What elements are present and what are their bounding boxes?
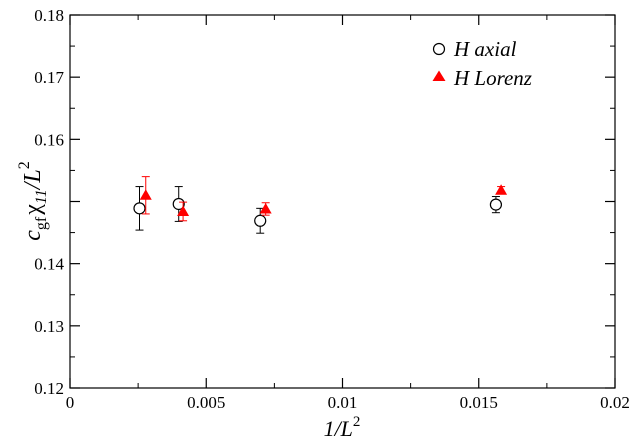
y-label-chi: χ bbox=[20, 204, 46, 216]
legend-label-h-lorenz: H Lorenz bbox=[453, 66, 532, 90]
y-label-sub-11: 11 bbox=[33, 189, 50, 204]
y-label-sub-gf: gf bbox=[33, 216, 50, 230]
y-tick-label: 0.13 bbox=[34, 317, 64, 336]
y-tick-label: 0.14 bbox=[34, 255, 64, 274]
marker-triangle bbox=[139, 189, 152, 200]
data-point-h-lorenz bbox=[139, 176, 152, 215]
y-tick-label: 0.16 bbox=[34, 130, 64, 149]
axis-ticks bbox=[69, 14, 616, 389]
x-label-sup-2: 2 bbox=[353, 414, 361, 430]
data-point-h-axial bbox=[172, 186, 185, 222]
y-tick-label: 0.12 bbox=[34, 379, 64, 398]
data-marks bbox=[133, 176, 508, 234]
marker-triangle bbox=[495, 184, 508, 195]
x-tick-label: 0.015 bbox=[460, 393, 498, 412]
data-point-h-axial bbox=[489, 196, 503, 214]
y-tick-label: 0.17 bbox=[34, 68, 64, 87]
y-label-over-l: /L bbox=[20, 169, 46, 191]
data-point-h-axial bbox=[133, 186, 146, 231]
y-axis-label: cgfχ11/L2 bbox=[16, 161, 50, 240]
marker-triangle bbox=[259, 202, 272, 214]
legend-marker-h-axial bbox=[432, 42, 446, 56]
data-point-h-lorenz bbox=[177, 201, 190, 222]
marker-circle bbox=[254, 214, 267, 227]
tick-labels: 0.12 0.13 0.14 0.16 0.17 0.18 0 0.005 0.01 0.015 0… bbox=[34, 6, 630, 412]
marker-circle bbox=[172, 197, 185, 211]
y-label-c: c bbox=[20, 230, 46, 241]
x-tick-label: 0.02 bbox=[600, 393, 630, 412]
y-label-sup-2: 2 bbox=[16, 161, 33, 169]
x-label-main: 1/L bbox=[324, 416, 353, 441]
x-axis-label: 1/L2 bbox=[324, 414, 361, 441]
marker-circle bbox=[133, 202, 146, 215]
plot-frame bbox=[69, 14, 616, 389]
legend-label-h-axial: H axial bbox=[453, 37, 517, 61]
marker-circle bbox=[489, 198, 503, 211]
marker-triangle bbox=[177, 205, 190, 216]
legend-marker-h-lorenz bbox=[432, 70, 446, 81]
y-tick-label: 0.18 bbox=[34, 6, 64, 25]
data-point-h-lorenz bbox=[259, 202, 272, 216]
data-point-h-lorenz bbox=[495, 184, 508, 195]
x-tick-label: 0.005 bbox=[187, 393, 225, 412]
x-tick-label: 0.01 bbox=[328, 393, 358, 412]
legend: H axial H Lorenz bbox=[432, 37, 532, 90]
x-tick-label: 0 bbox=[66, 393, 75, 412]
data-point-h-axial bbox=[254, 207, 267, 234]
